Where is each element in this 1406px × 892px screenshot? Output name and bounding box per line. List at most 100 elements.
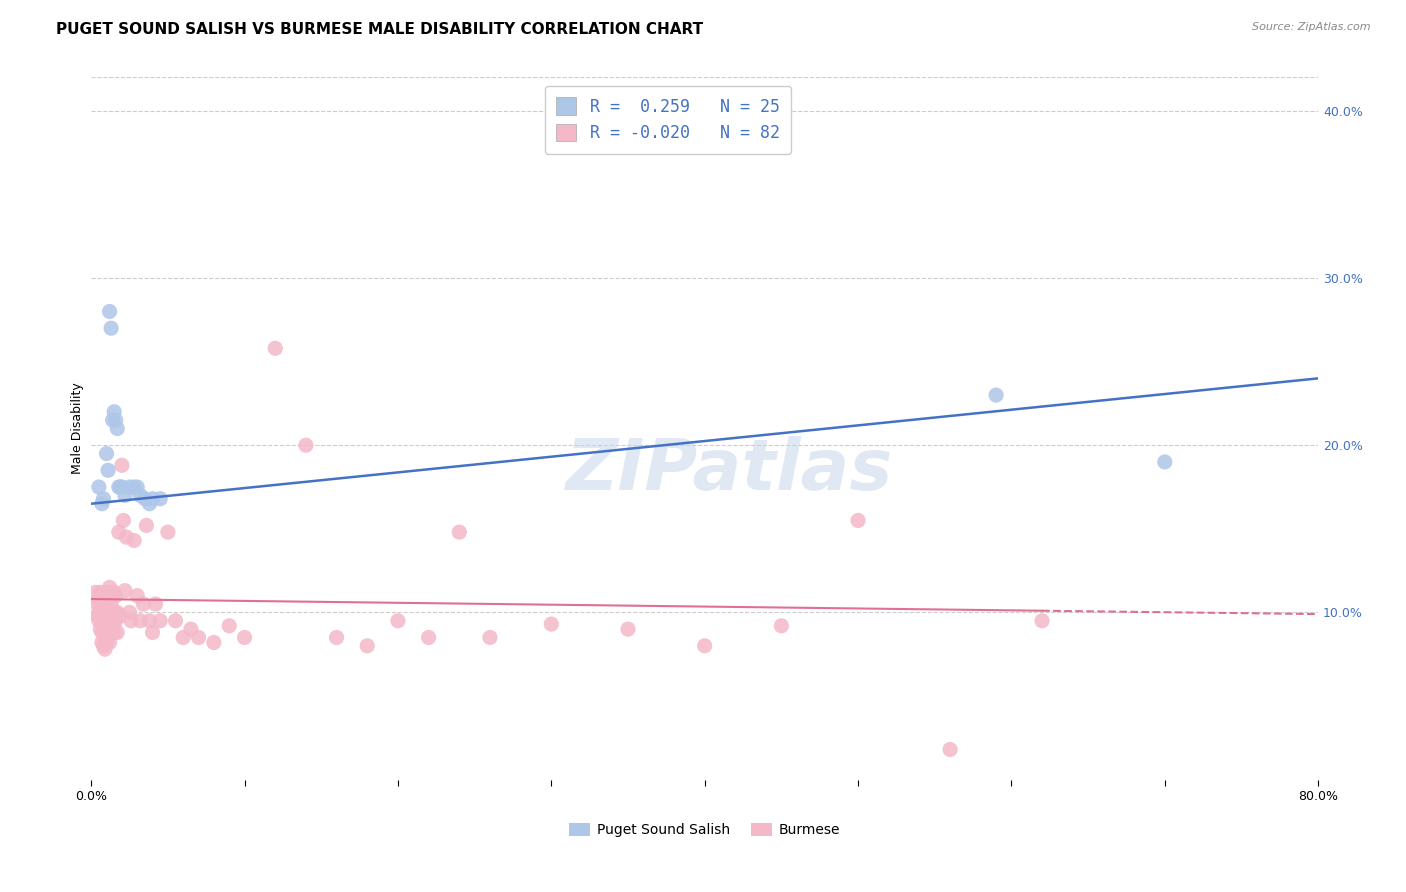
Point <box>111 458 134 473</box>
Point <box>939 742 962 756</box>
Point <box>103 625 125 640</box>
Point <box>122 480 145 494</box>
Point <box>478 631 501 645</box>
Point <box>97 463 120 477</box>
Point <box>90 497 112 511</box>
Text: ZIPatlas: ZIPatlas <box>565 436 893 505</box>
Point <box>98 304 121 318</box>
Point <box>356 639 378 653</box>
Point <box>165 614 187 628</box>
Point <box>129 614 152 628</box>
Point <box>141 491 163 506</box>
Point <box>114 488 136 502</box>
Point <box>118 606 141 620</box>
Point <box>87 592 110 607</box>
Point <box>103 606 125 620</box>
Point <box>103 405 125 419</box>
Point <box>132 597 155 611</box>
Point <box>120 614 142 628</box>
Point <box>87 614 110 628</box>
Point <box>84 585 107 599</box>
Point <box>93 619 115 633</box>
Point <box>96 635 118 649</box>
Point <box>118 480 141 494</box>
Point <box>111 480 134 494</box>
Point <box>90 614 112 628</box>
Point <box>98 580 121 594</box>
Point <box>101 413 124 427</box>
Point <box>449 525 471 540</box>
Point <box>134 491 156 506</box>
Point <box>105 625 128 640</box>
Point <box>87 480 110 494</box>
Point <box>100 321 122 335</box>
Point <box>93 639 115 653</box>
Point <box>101 589 124 603</box>
Point <box>107 525 129 540</box>
Point <box>104 589 127 603</box>
Point <box>94 614 117 628</box>
Point <box>97 585 120 599</box>
Point <box>325 631 347 645</box>
Point <box>138 614 160 628</box>
Point <box>202 635 225 649</box>
Point <box>96 447 118 461</box>
Point <box>418 631 440 645</box>
Text: PUGET SOUND SALISH VS BURMESE MALE DISABILITY CORRELATION CHART: PUGET SOUND SALISH VS BURMESE MALE DISAB… <box>56 22 703 37</box>
Point <box>100 597 122 611</box>
Point <box>90 635 112 649</box>
Text: Source: ZipAtlas.com: Source: ZipAtlas.com <box>1253 22 1371 32</box>
Point <box>107 480 129 494</box>
Point <box>233 631 256 645</box>
Point <box>149 614 172 628</box>
Point <box>94 625 117 640</box>
Point <box>1153 455 1175 469</box>
Point <box>90 606 112 620</box>
Point <box>172 631 194 645</box>
Point <box>86 608 108 623</box>
Point <box>617 622 640 636</box>
Point <box>141 625 163 640</box>
Point <box>187 631 209 645</box>
Point <box>135 518 157 533</box>
Point <box>104 413 127 427</box>
Point <box>96 622 118 636</box>
Point <box>110 608 132 623</box>
Point <box>115 530 138 544</box>
Point <box>96 606 118 620</box>
Point <box>770 619 793 633</box>
Point <box>94 642 117 657</box>
Point <box>87 606 110 620</box>
Point <box>105 421 128 435</box>
Legend: Puget Sound Salish, Burmese: Puget Sound Salish, Burmese <box>564 817 846 843</box>
Point <box>156 525 179 540</box>
Point <box>90 625 112 640</box>
Point <box>98 614 121 628</box>
Point <box>540 617 562 632</box>
Y-axis label: Male Disability: Male Disability <box>72 383 84 475</box>
Point <box>127 480 149 494</box>
Point <box>94 589 117 603</box>
Point <box>89 606 111 620</box>
Point <box>89 622 111 636</box>
Point <box>295 438 318 452</box>
Point <box>103 585 125 599</box>
Point <box>89 585 111 599</box>
Point <box>114 583 136 598</box>
Point <box>105 606 128 620</box>
Point <box>101 619 124 633</box>
Point <box>387 614 409 628</box>
Point <box>98 635 121 649</box>
Point <box>127 589 149 603</box>
Point <box>264 341 287 355</box>
Point <box>100 614 122 628</box>
Point <box>145 597 167 611</box>
Point <box>122 533 145 548</box>
Point <box>97 622 120 636</box>
Point <box>96 592 118 607</box>
Point <box>104 614 127 628</box>
Point <box>180 622 202 636</box>
Point <box>93 491 115 506</box>
Point <box>138 497 160 511</box>
Point <box>86 597 108 611</box>
